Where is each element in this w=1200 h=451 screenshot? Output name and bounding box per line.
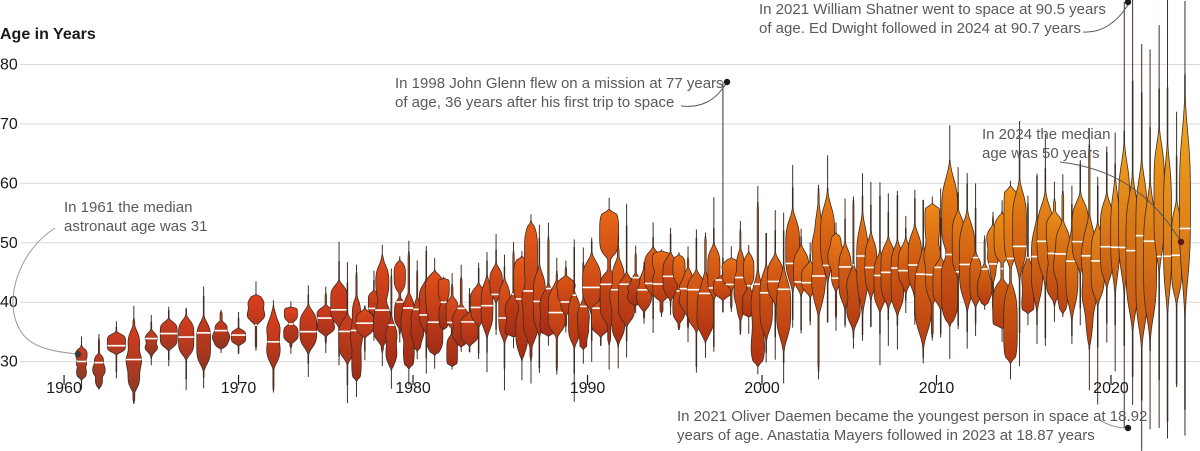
svg-text:1960: 1960 (46, 380, 82, 397)
svg-text:1970: 1970 (221, 380, 257, 397)
svg-text:80: 80 (0, 56, 18, 73)
svg-text:2010: 2010 (919, 380, 955, 397)
svg-text:30: 30 (0, 354, 18, 371)
svg-text:60: 60 (0, 175, 18, 192)
svg-text:1990: 1990 (570, 380, 606, 397)
svg-text:2000: 2000 (744, 380, 780, 397)
svg-text:50: 50 (0, 235, 18, 252)
svg-text:2020: 2020 (1093, 380, 1129, 397)
svg-text:40: 40 (0, 294, 18, 311)
svg-text:70: 70 (0, 116, 18, 133)
svg-text:1980: 1980 (395, 380, 431, 397)
